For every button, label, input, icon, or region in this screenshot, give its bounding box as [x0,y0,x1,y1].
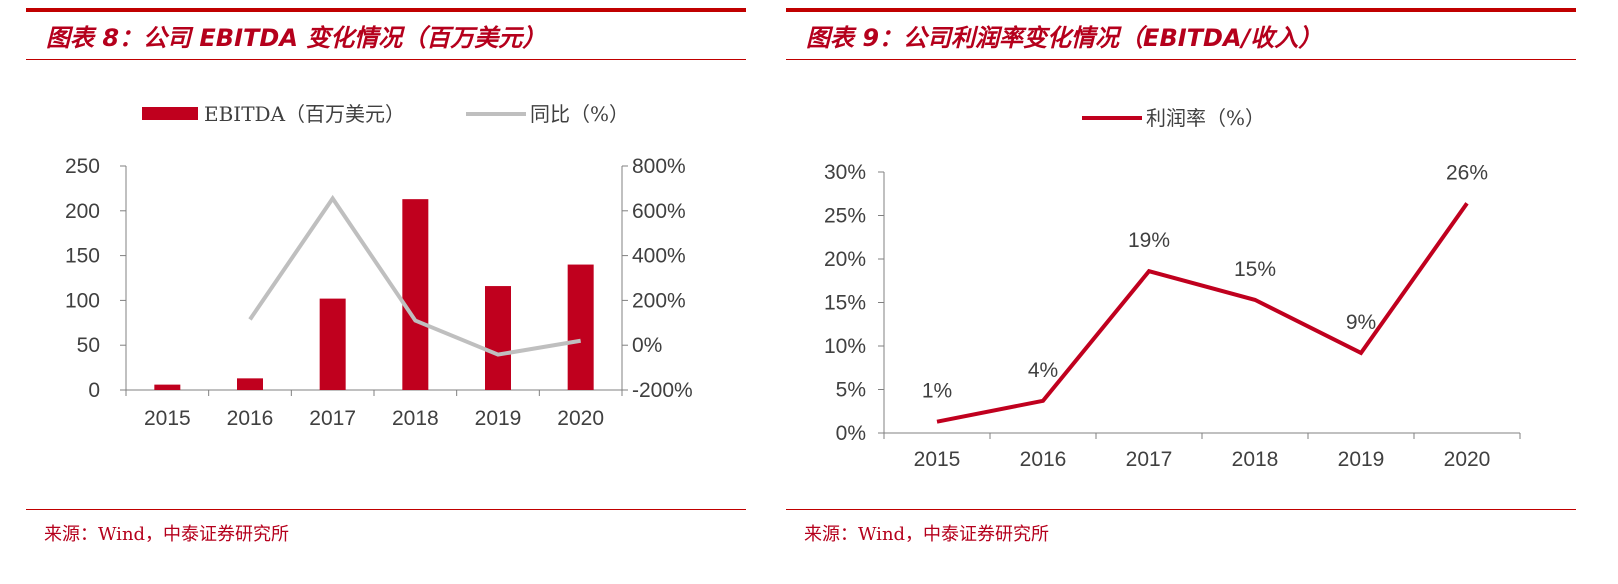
data-label: 1% [922,380,952,403]
chart9-title-rule [786,59,1576,60]
chart8-top-bar [26,8,746,12]
chart8-source: 来源：Wind，中泰证券研究所 [44,524,290,545]
x-tick-label: 2015 [914,448,961,471]
left-y-tick-label: 0 [88,379,100,402]
x-tick-label: 2015 [144,407,191,430]
y-tick-label: 5% [836,379,866,402]
x-tick-label: 2017 [1126,448,1173,471]
chart9-top-bar [786,8,1576,12]
y-tick-label: 30% [824,161,866,184]
ebitda-bar [319,298,346,390]
legend-label-ebitda: EBITDA（百万美元） [204,102,405,126]
data-label: 15% [1234,258,1276,281]
legend-bar-swatch [142,107,198,120]
left-y-tick-label: 250 [65,155,100,178]
right-y-tick-label: 800% [632,155,686,178]
y-tick-label: 20% [824,248,866,271]
y-tick-label: 10% [824,335,866,358]
right-y-tick-label: -200% [632,379,693,402]
ebitda-bar [154,384,181,390]
margin-line [936,202,1469,424]
x-tick-label: 2020 [1444,448,1491,471]
right-y-tick-label: 200% [632,289,686,312]
chart8-title-rule [26,59,746,60]
legend-label-margin: 利润率（%） [1146,106,1265,130]
chart8-source-rule [26,509,746,510]
chart9-title: 图表 9：公司利润率变化情况（EBITDA/收入） [806,24,1323,52]
left-y-tick-label: 100 [65,289,100,312]
left-y-tick-label: 50 [77,334,100,357]
chart9-svg: 利润率（%） 0% 5% 10% 15% 20% 25% 30% 2015 2016 2017 201… [824,106,1521,471]
right-y-tick-label: 600% [632,200,686,223]
ebitda-bar [402,199,429,390]
right-y-tick-label: 0% [632,334,662,357]
legend-label-yoy: 同比（%） [530,102,629,126]
x-tick-label: 2016 [227,407,274,430]
y-tick-label: 0% [836,422,866,445]
y-tick-label: 25% [824,205,866,228]
x-tick-label: 2018 [392,407,439,430]
data-label: 26% [1446,161,1488,184]
chart9-source: 来源：Wind，中泰证券研究所 [804,524,1050,545]
ebitda-bar [567,264,594,390]
y-tick-label: 15% [824,292,866,315]
data-label: 9% [1346,311,1376,334]
x-tick-label: 2019 [475,407,522,430]
ebitda-bar [485,286,511,390]
left-y-tick-label: 200 [65,200,100,223]
ebitda-bar [237,378,263,390]
data-label: 19% [1128,229,1170,252]
chart8-title: 图表 8：公司 EBITDA 变化情况（百万美元） [46,24,547,52]
chart9-panel: 图表 9：公司利润率变化情况（EBITDA/收入） 利润率（%） 0% 5% 10% 1… [786,0,1576,584]
chart9-source-rule [786,509,1576,510]
left-y-tick-label: 150 [65,245,100,268]
x-tick-label: 2020 [557,407,604,430]
x-tick-label: 2016 [1020,448,1067,471]
chart8-svg: EBITDA（百万美元） 同比（%） 0 50 100 150 200 250 -200% 0% 2… [65,102,693,430]
chart8-panel: 图表 8：公司 EBITDA 变化情况（百万美元） EBITDA（百万美元） 同比… [26,0,746,584]
data-label: 4% [1028,359,1058,382]
right-y-tick-label: 400% [632,245,686,268]
x-tick-label: 2018 [1232,448,1279,471]
x-tick-label: 2017 [309,407,356,430]
x-tick-label: 2019 [1338,448,1385,471]
